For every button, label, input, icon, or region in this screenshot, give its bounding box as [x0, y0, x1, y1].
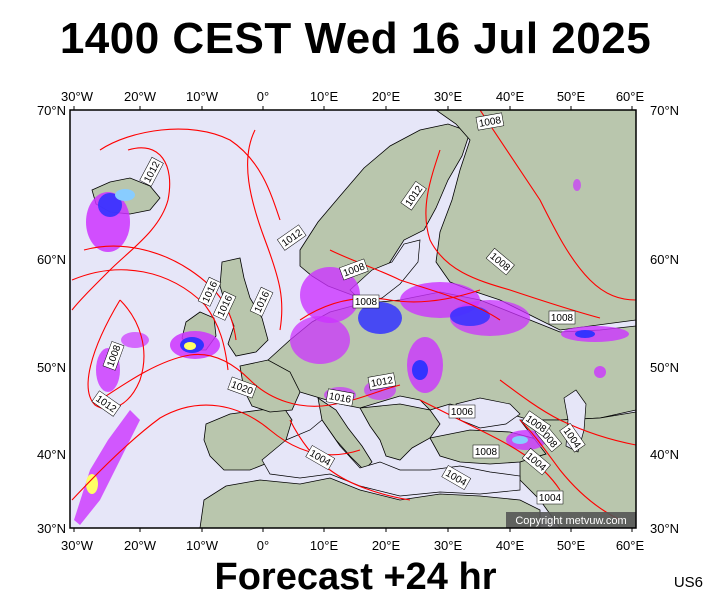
isobar-label: 1008	[355, 297, 378, 308]
lon-labels-bottom: 30°W 20°W 10°W 0° 10°E 20°E 30°E 40°E 50…	[61, 538, 644, 553]
lat-tick: 60°N	[650, 252, 679, 267]
lon-tick: 40°E	[496, 89, 525, 104]
lon-tick: 10°W	[186, 538, 219, 553]
lon-tick: 50°E	[557, 538, 586, 553]
lon-tick: 60°E	[616, 89, 645, 104]
lon-tick: 10°E	[310, 538, 339, 553]
lon-labels-top: 30°W 20°W 10°W 0° 10°E 20°E 30°E 40°E 50…	[61, 89, 644, 104]
precipitation	[74, 179, 629, 525]
lat-tick: 70°N	[37, 103, 66, 118]
lat-tick: 40°N	[37, 447, 66, 462]
forecast-label: Forecast +24 hr	[214, 556, 497, 598]
lon-tick: 40°E	[496, 538, 525, 553]
lat-labels-right: 70°N 60°N 50°N 40°N 30°N	[650, 103, 679, 536]
lon-tick: 10°W	[186, 89, 219, 104]
isobar-label: 1008	[478, 115, 502, 130]
frame-ticks	[73, 106, 633, 532]
lon-tick: 30°W	[61, 538, 94, 553]
lat-tick: 70°N	[650, 103, 679, 118]
lon-tick: 50°E	[557, 89, 586, 104]
lon-tick: 20°E	[372, 538, 401, 553]
isobar-label: 1012	[370, 375, 394, 390]
lat-tick: 50°N	[650, 360, 679, 375]
lat-tick: 60°N	[37, 252, 66, 267]
page-title: 1400 CEST Wed 16 Jul 2025	[59, 14, 652, 63]
isobar-label: 1008	[475, 447, 498, 458]
isobar-label: 1016	[328, 391, 352, 406]
lon-tick: 10°E	[310, 89, 339, 104]
land-north-africa	[199, 477, 541, 528]
lon-tick: 0°	[257, 89, 269, 104]
lat-tick: 40°N	[650, 447, 679, 462]
lon-tick: 20°W	[124, 89, 157, 104]
lon-tick: 30°W	[61, 89, 94, 104]
lon-tick: 60°E	[616, 538, 645, 553]
lat-labels-left: 70°N 60°N 50°N 40°N 30°N	[37, 103, 66, 536]
lon-tick: 0°	[257, 538, 269, 553]
copyright-box	[506, 512, 636, 528]
lat-tick: 50°N	[37, 360, 66, 375]
isobar-label: 1008	[551, 313, 574, 324]
isobar-label: 1006	[451, 407, 474, 418]
lon-tick: 30°E	[434, 89, 463, 104]
lon-tick: 20°E	[372, 89, 401, 104]
lat-tick: 30°N	[650, 521, 679, 536]
copyright-text: Copyright metvuw.com	[515, 515, 626, 527]
lon-tick: 20°W	[124, 538, 157, 553]
lon-tick: 30°E	[434, 538, 463, 553]
isobar-label: 1004	[539, 493, 562, 504]
lat-tick: 30°N	[37, 521, 66, 536]
land-balkans	[359, 403, 441, 461]
model-code: US6	[673, 574, 703, 591]
map-frame	[69, 109, 637, 529]
